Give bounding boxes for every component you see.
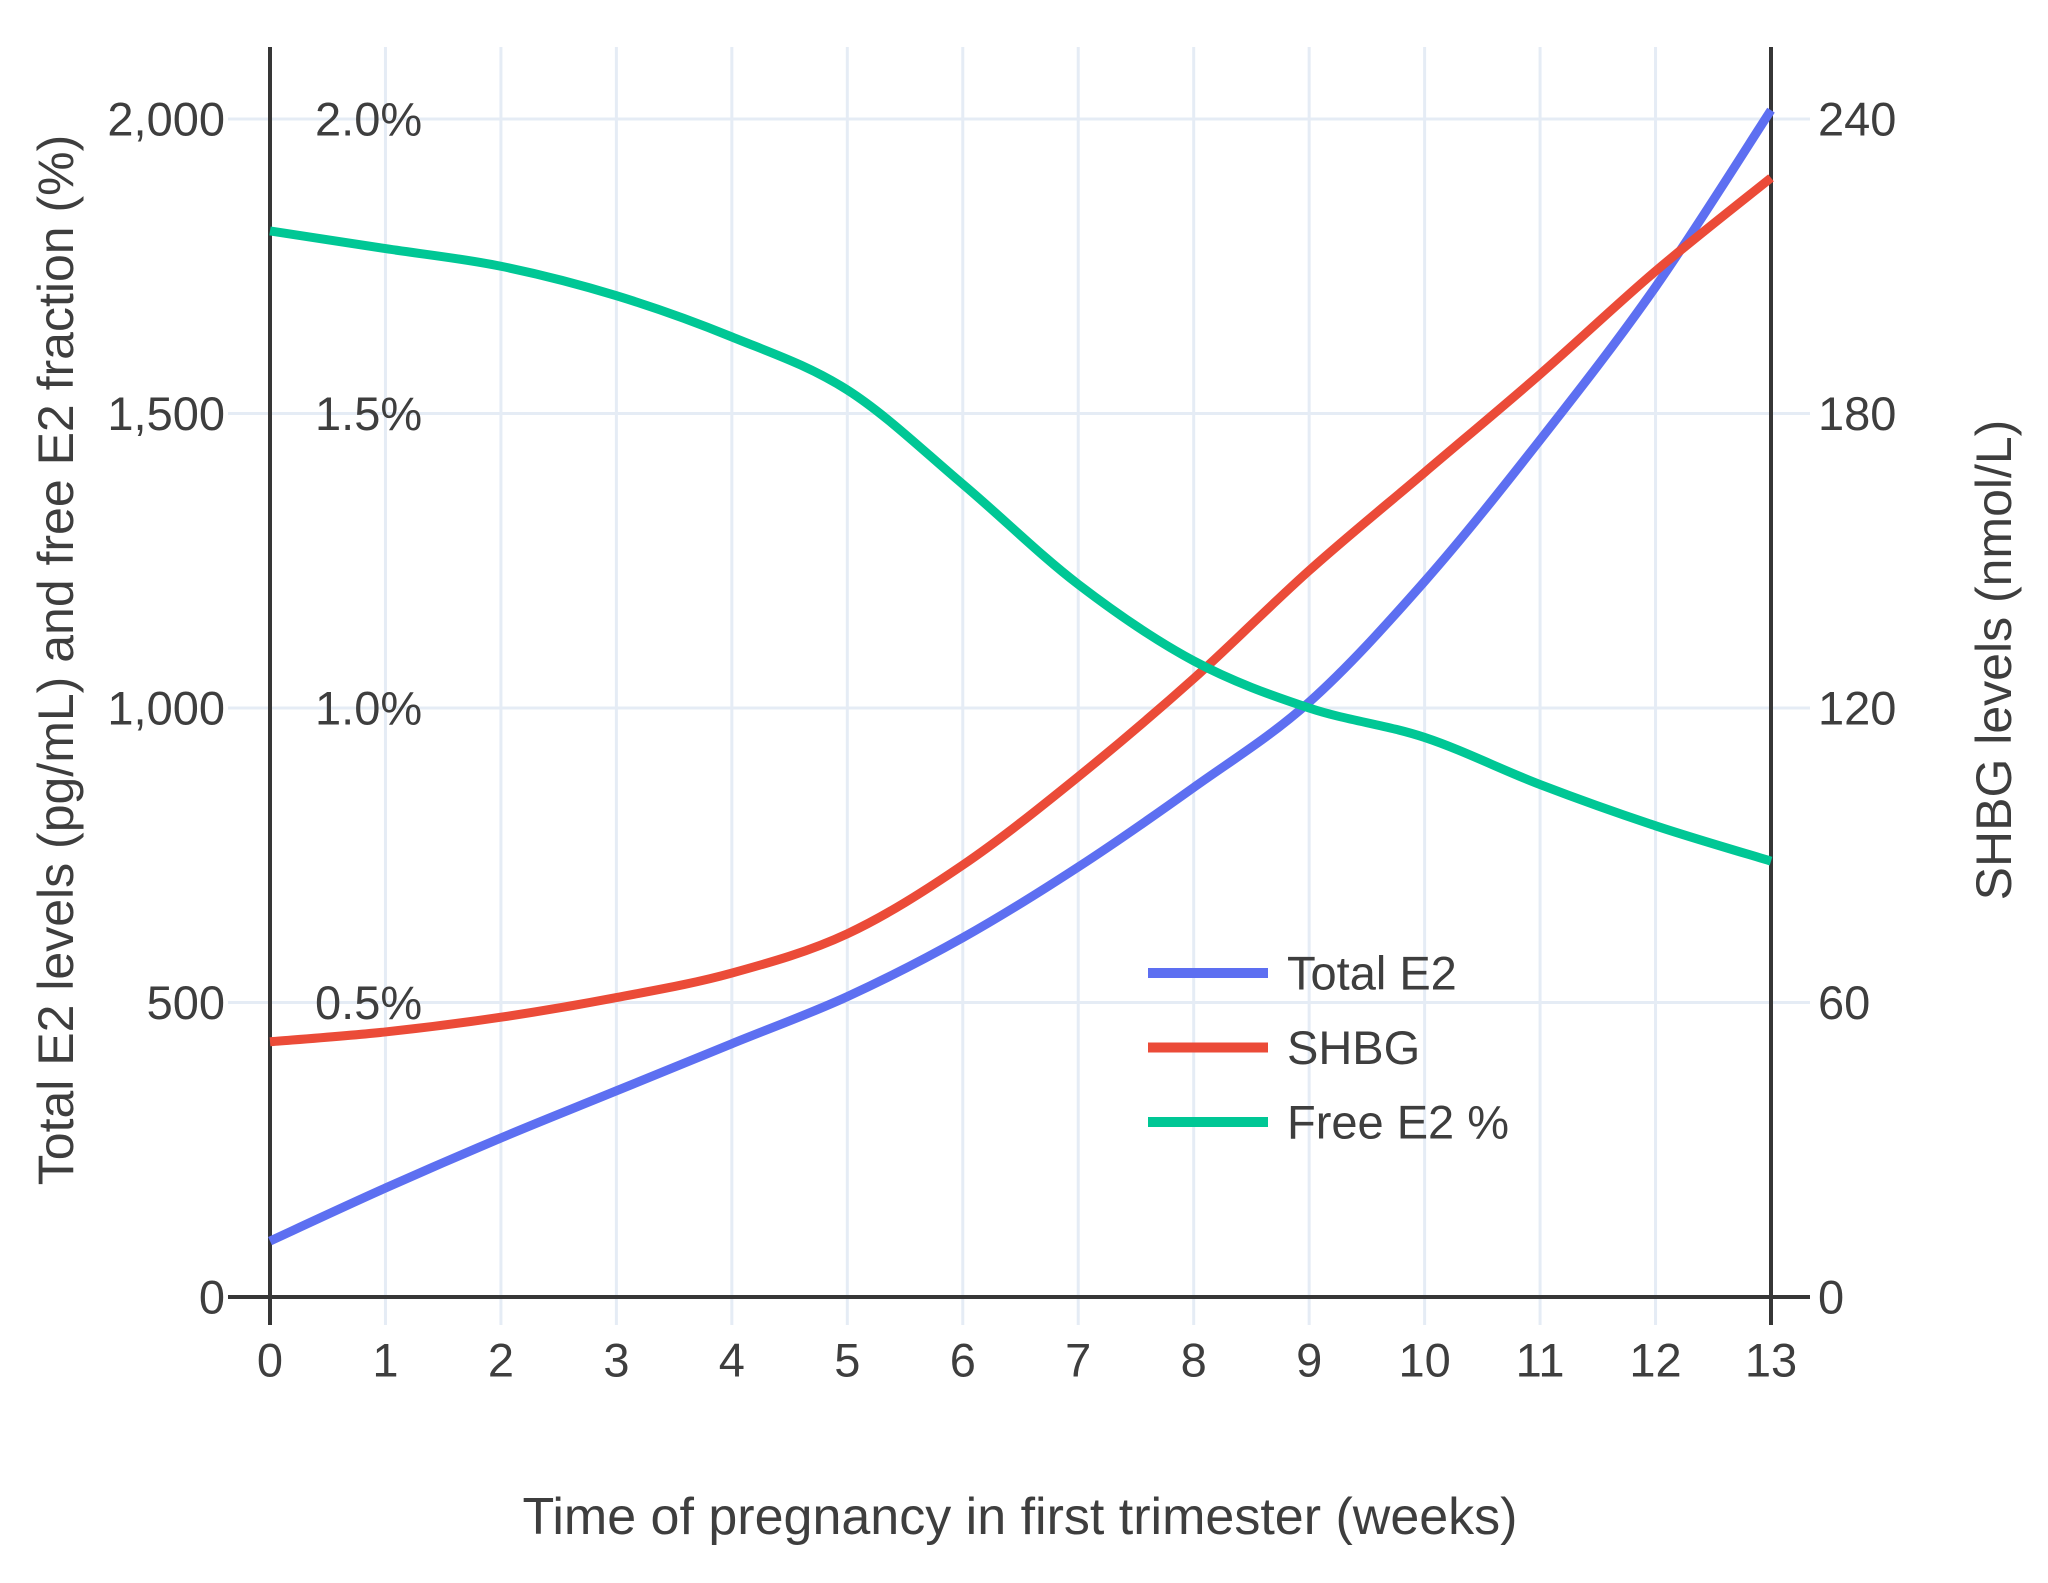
x-tick-label: 0 [257,1334,283,1387]
x-tick-label: 6 [950,1334,976,1387]
series-line-shbg [269,174,1774,1047]
x-axis-title: Time of pregnancy in first trimester (we… [522,1488,1517,1546]
x-tick-label: 4 [719,1334,745,1387]
legend: Total E2 SHBG Free E2 % [1148,947,1509,1149]
y-left-tick-label: 1,500 [107,387,225,440]
legend-label: Total E2 [1287,947,1457,1000]
percent-tick-label: 2.0% [315,93,422,146]
x-tick-label: 13 [1745,1334,1797,1387]
gridlines [228,47,1810,1325]
x-tick-label: 9 [1296,1334,1322,1387]
y-left-tick-label: 1,000 [107,682,225,735]
x-tick-label: 5 [834,1334,860,1387]
percent-tick-label: 0.5% [315,976,422,1029]
y-right-tick-label: 180 [1818,387,1896,440]
y-right-tick-label: 0 [1818,1271,1844,1324]
y-right-tick-label: 240 [1818,93,1896,146]
y-axis-left-title: Total E2 levels (pg/mL) and free E2 frac… [28,135,84,1185]
x-tick-label: 7 [1065,1334,1091,1387]
legend-label: SHBG [1287,1021,1420,1074]
percent-tick-label: 1.0% [315,682,422,735]
y-left-tick-label: 0 [199,1271,225,1324]
y-right-tick-label: 120 [1818,682,1896,735]
data-series [268,107,1775,1246]
y-left-tick-label: 2,000 [107,93,225,146]
legend-label: Free E2 % [1287,1096,1509,1149]
x-tick-label: 2 [488,1334,514,1387]
x-tick-label: 3 [603,1334,629,1387]
x-tick-label: 12 [1629,1334,1681,1387]
y-right-tick-label: 60 [1818,976,1870,1029]
percent-tick-label: 1.5% [315,387,422,440]
x-tick-label: 10 [1398,1334,1450,1387]
series-line-total-e2 [268,107,1775,1246]
axis-lines [228,47,1810,1325]
x-tick-label: 8 [1181,1334,1207,1387]
y-axis-right-title: SHBG levels (nmol/L) [1966,420,2022,901]
series-line-free-e2- [269,226,1773,866]
x-tick-label: 11 [1516,1334,1565,1387]
x-tick-label: 1 [372,1334,398,1387]
y-left-tick-label: 500 [147,976,225,1029]
tick-labels: 05001,0001,5002,0000601201802400.5%1.0%1… [107,93,1896,1387]
